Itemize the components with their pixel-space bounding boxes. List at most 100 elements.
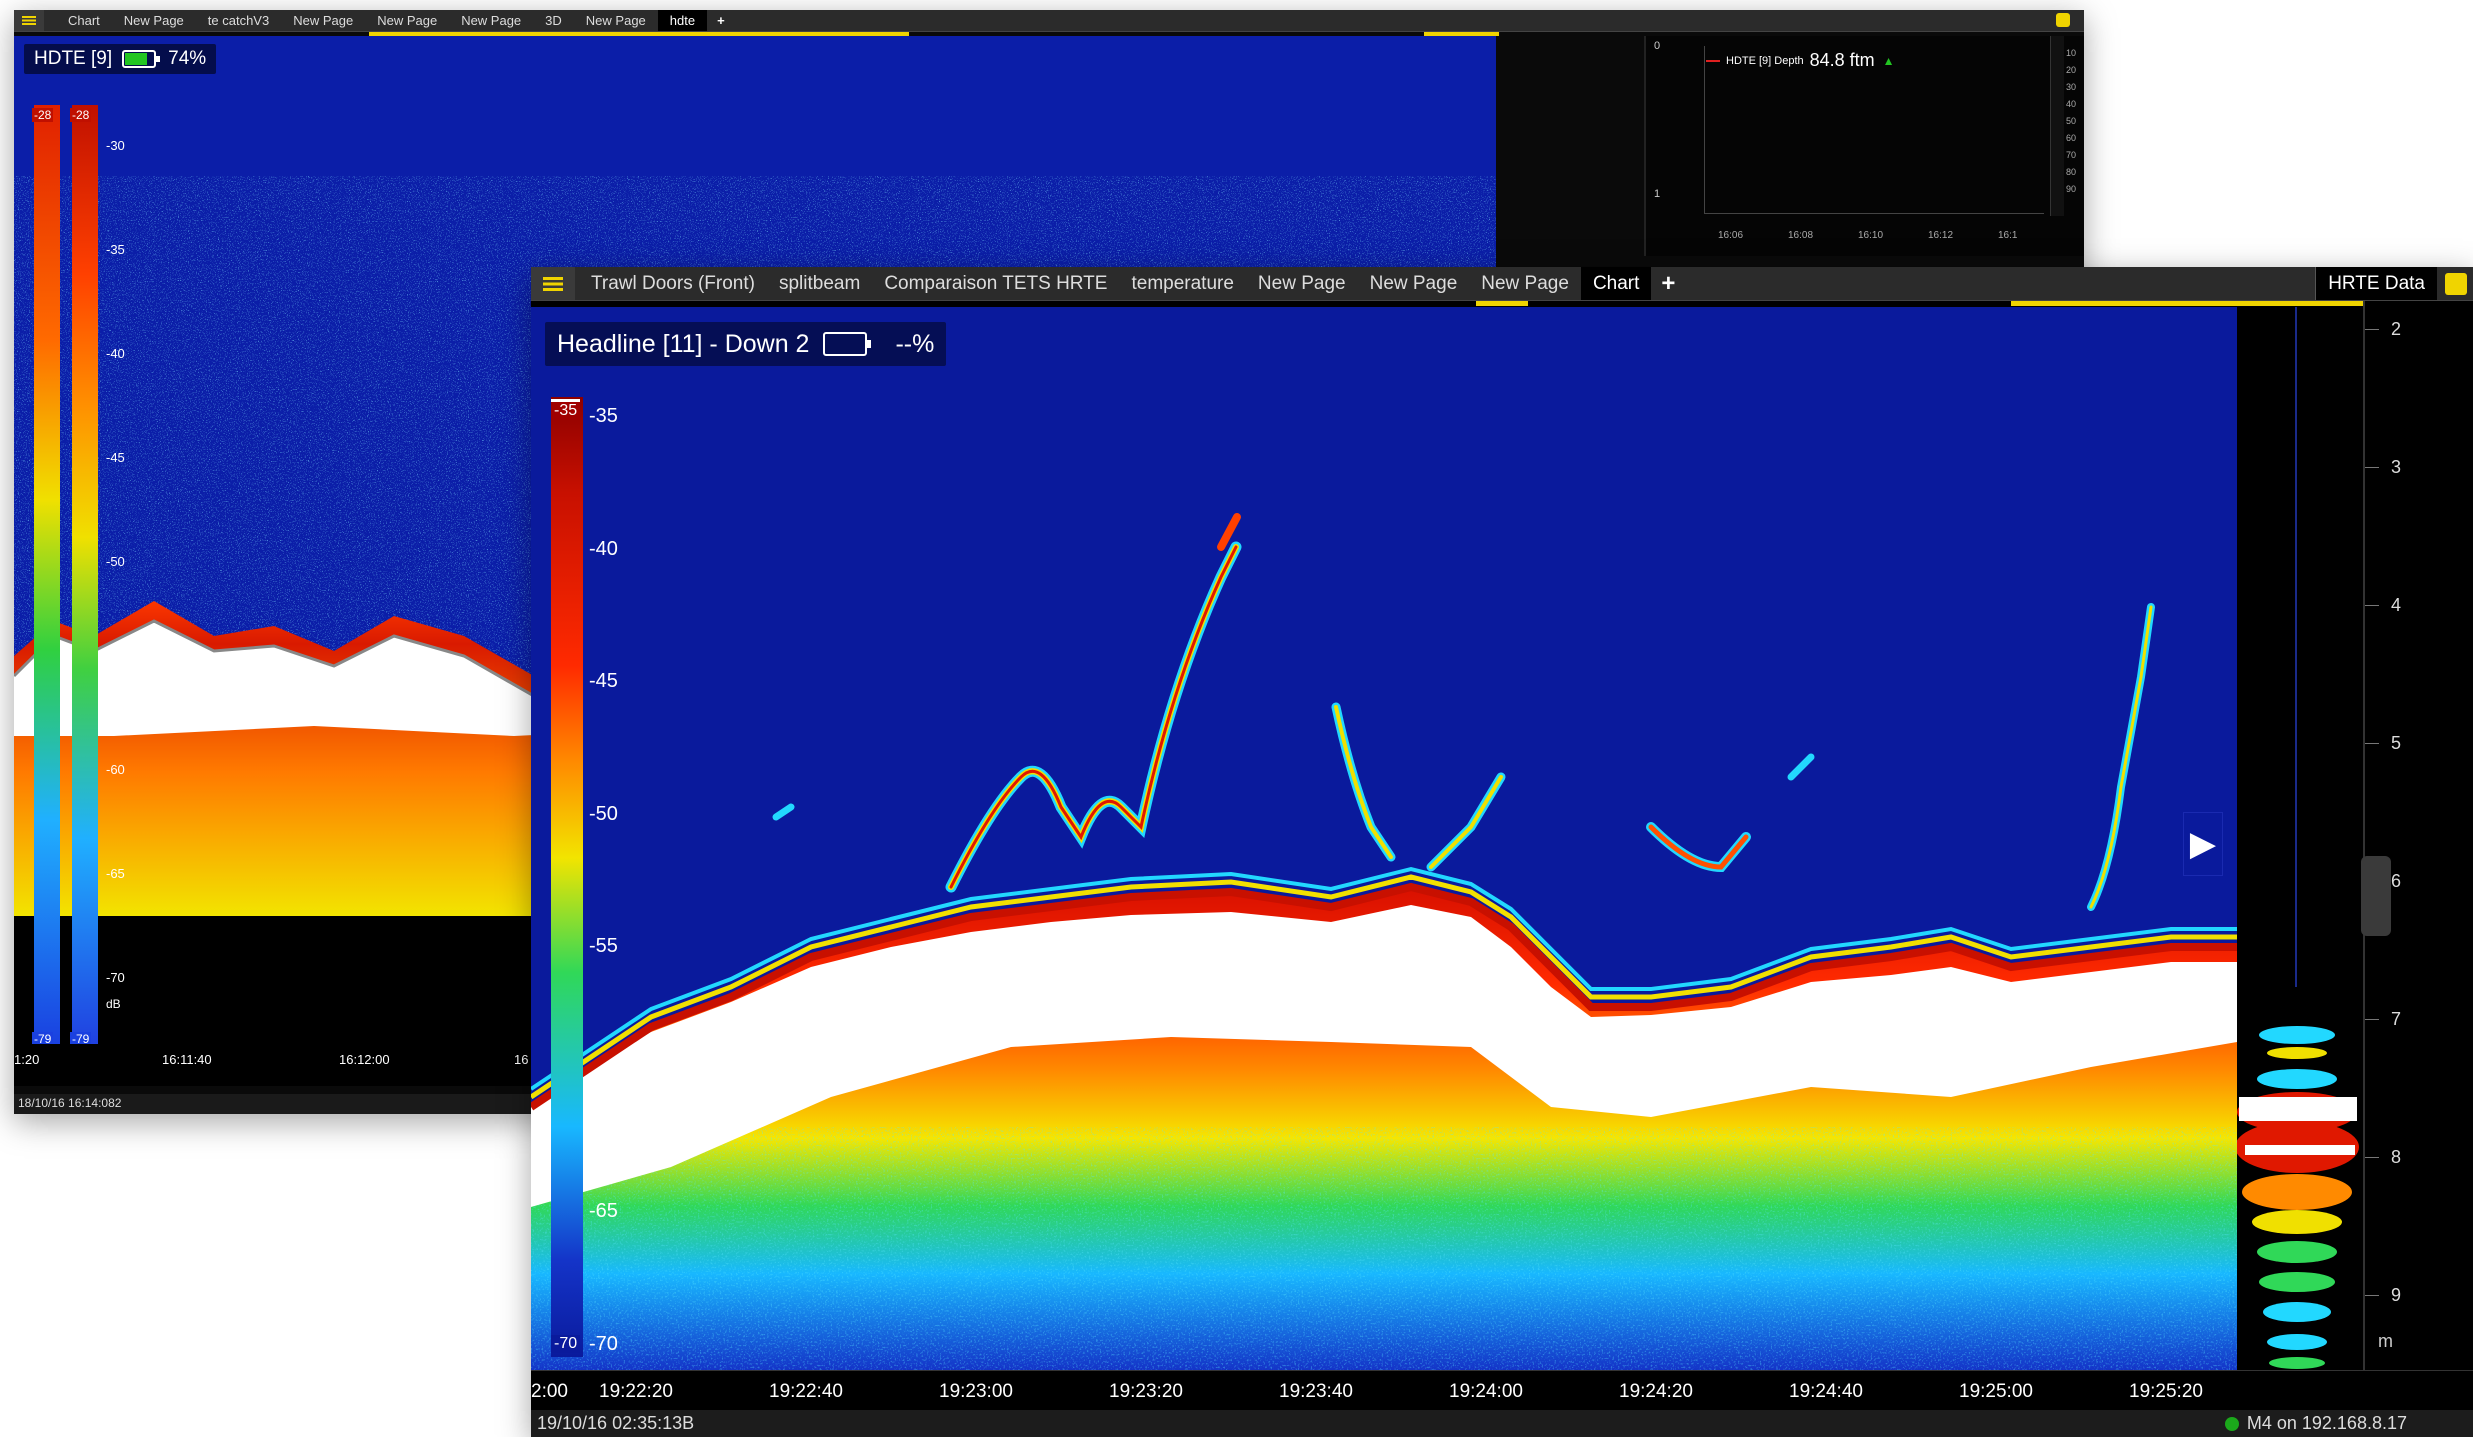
mini-depth-tick: 10 [2066,48,2077,58]
hrte-data-tab[interactable]: HRTE Data [2315,267,2437,300]
depth-tick-mark [2365,1019,2379,1020]
front-depth-tick: 5 [2391,733,2402,753]
front-db-tick: -35 [589,405,618,427]
back-db-tick: -30 [106,138,125,153]
back-db-tick: -70 [106,970,125,985]
back-time-label: 16 [514,1052,529,1067]
back-sensor-label: HDTE [9] [34,48,113,69]
back-db-unit: dB [106,997,121,1011]
front-scale-top: -35 [551,399,581,420]
back-color-scale-right[interactable] [72,105,98,1045]
front-depth-unit: m [2378,1331,2393,1351]
back-scale-right-top: -28 [70,108,92,122]
back-tab-3[interactable]: New Page [293,13,354,28]
front-tab-5[interactable]: New Page [1369,272,1458,294]
back-page-indicator [369,32,909,36]
hrte-data-label: HRTE Data [2328,272,2425,294]
back-time-label: 16:12:00 [339,1052,390,1067]
depth-tick-mark [2365,743,2379,744]
back-time-label: 1:20 [14,1052,40,1067]
front-db-tick: -60 [589,1067,618,1090]
mini-time-tick: 16:10 [1858,230,1884,241]
front-depth-tick: 9 [2391,1285,2402,1305]
front-tab-3[interactable]: temperature [1131,272,1234,294]
back-tab-1[interactable]: New Page [123,13,184,28]
front-db-tick: -65 [589,1200,618,1222]
depth-tick-mark [2365,1295,2379,1296]
front-db-tick: -45 [589,670,618,692]
front-status-bar: 19/10/16 02:35:13B M4 on 192.168.8.17 [531,1410,2473,1437]
depth-scrollbar-handle[interactable] [2361,856,2391,936]
front-menu-button[interactable] [531,267,575,300]
mini-depth-tick: 60 [2066,133,2077,143]
front-sensor-label: Headline [11] - Down 2 [557,329,810,358]
back-camera-icon[interactable] [2056,13,2070,27]
front-echogram-drawing [531,513,2237,1370]
back-status-text: 18/10/16 16:14:082 [18,1096,122,1110]
mini-chart-legend: HDTE [9] Depth 84.8 ftm ▲ [1706,50,1895,71]
mini-depth-tick: 20 [2066,65,2077,75]
back-sensor-overlay: HDTE [9] 74% [24,44,217,74]
mini-depth-tick: 50 [2066,116,2077,126]
back-battery-fill [125,53,148,65]
front-depth-tick: 3 [2391,457,2402,477]
back-tab-8[interactable]: hdte [657,10,708,31]
back-tab-4[interactable]: New Page [377,13,438,28]
mini-depth-tick: 30 [2066,82,2077,92]
mini-time-tick: 16:12 [1928,230,1954,241]
front-color-scale[interactable] [551,397,583,1357]
back-scale-left-top: -28 [32,108,54,122]
back-tab-6[interactable]: 3D [545,13,562,28]
back-color-scale-left[interactable] [34,105,60,1045]
depth-tick-mark [2365,1157,2379,1158]
front-echogram[interactable] [531,307,2237,1370]
front-depth-tick: 4 [2391,595,2402,615]
front-db-tick: -55 [589,935,618,957]
front-tab-0[interactable]: Trawl Doors (Front) [591,272,755,294]
front-time-label: 19:23:00 [939,1381,1013,1402]
mini-depth-value: 84.8 ftm [1809,50,1875,70]
legend-swatch [1706,59,1720,62]
battery-icon [122,50,161,68]
front-tab-7[interactable]: Chart [1580,267,1652,300]
back-add-tab-button[interactable]: + [717,13,725,28]
back-tab-7[interactable]: New Page [585,13,646,28]
front-time-label: 19:25:20 [2129,1381,2203,1402]
mini-chart-mid-tick: 1 [1654,188,1661,200]
back-page-indicator-2 [1424,32,1499,36]
front-tab-6[interactable]: New Page [1481,272,1569,294]
front-db-tick: -70 [589,1332,618,1355]
back-db-tick: -50 [106,554,125,569]
play-arrow-button[interactable]: ▶ [2183,812,2223,876]
mini-depth-tick: 80 [2066,167,2077,177]
profile-axis-line [2295,307,2297,987]
back-tab-bar: Chart New Page te catchV3 New Page New Page N… [14,10,2084,32]
depth-tick-mark [2365,605,2379,606]
back-db-tick: -40 [106,346,125,361]
front-status-text: 19/10/16 02:35:13B [537,1413,695,1433]
back-tab-2[interactable]: te catchV3 [207,13,270,28]
back-tab-5[interactable]: New Page [461,13,522,28]
front-tab-1[interactable]: splitbeam [778,272,861,294]
front-sensor-overlay: Headline [11] - Down 2 --% [545,322,947,366]
front-camera-icon[interactable] [2445,273,2467,295]
connection-status-icon [2224,1416,2239,1431]
front-tab-4[interactable]: New Page [1257,272,1346,294]
depth-mini-chart[interactable]: 0 1 HDTE [9] Depth 84.8 ftm ▲ 16:06 16:08… [1644,36,2084,256]
trend-up-icon: ▲ [1882,53,1895,68]
front-time-label: 19:22:20 [599,1381,673,1402]
hamburger-icon [543,276,563,291]
back-menu-button[interactable] [14,10,44,31]
back-db-tick: -35 [106,242,125,257]
mini-time-tick: 16:1 [1998,230,2018,241]
hamburger-icon [22,16,36,25]
back-tab-0[interactable]: Chart [68,13,100,28]
front-depth-tick: 2 [2391,319,2402,339]
back-time-label: 16:11:40 [162,1052,212,1067]
front-add-tab-button[interactable]: + [1661,269,1676,297]
front-tab-2[interactable]: Comparaison TETS HRTE [884,272,1108,294]
back-db-tick: -45 [106,450,125,465]
front-time-label: 19:23:40 [1279,1381,1353,1402]
front-battery-percent: --% [895,329,935,358]
back-scale-left-bottom: -79 [32,1032,54,1046]
